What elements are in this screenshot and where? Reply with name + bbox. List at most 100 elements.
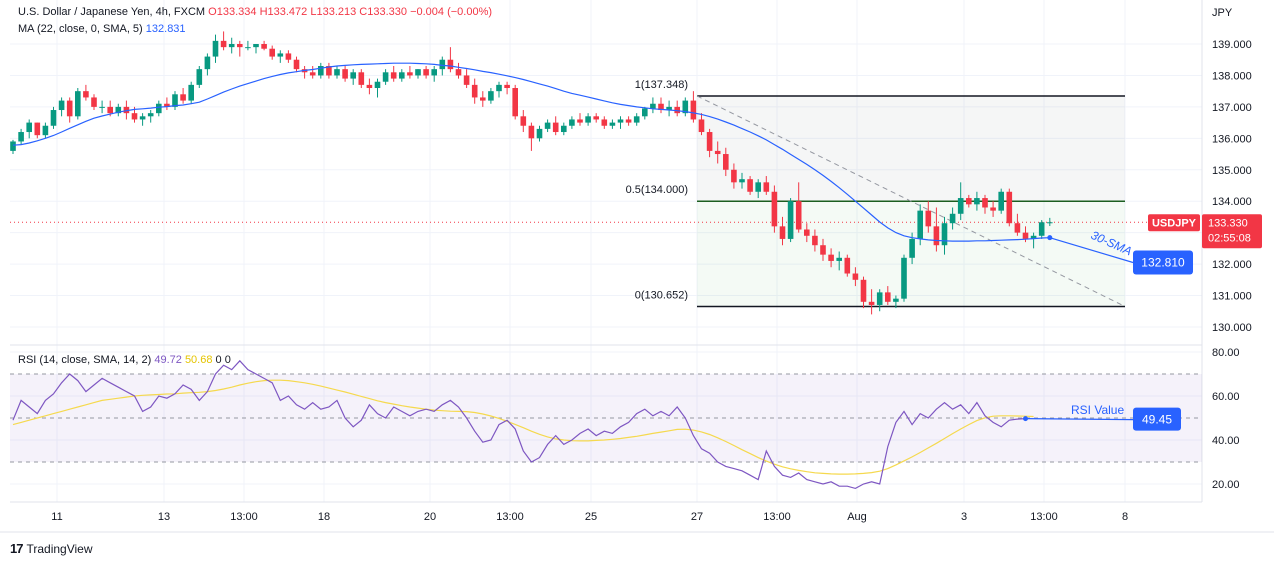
time-tick-label: 25 <box>585 511 597 523</box>
candle-body <box>625 119 632 123</box>
last-price-value: 133.330 <box>1208 217 1248 229</box>
candle <box>471 78 478 104</box>
candle <box>407 66 413 79</box>
candle <box>172 91 178 111</box>
candle-body <box>423 69 429 76</box>
candle-body <box>50 110 57 126</box>
time-tick-label: 27 <box>691 511 703 523</box>
candle <box>901 254 907 302</box>
time-tick-label: 8 <box>1122 511 1128 523</box>
candle-body <box>658 103 664 111</box>
price-tick-label: 138.000 <box>1212 70 1252 82</box>
candle <box>253 44 259 54</box>
time-tick-label: 13:00 <box>496 511 524 523</box>
rsi-legend-extra-2: 0 <box>224 354 231 366</box>
candle <box>779 216 786 246</box>
candle-body <box>561 125 567 133</box>
candle-body <box>253 44 259 48</box>
candle <box>593 113 599 123</box>
candle <box>601 116 608 129</box>
candle-body <box>66 100 73 117</box>
candle-body <box>812 235 818 246</box>
footer: 17 TradingView <box>10 541 93 556</box>
time-tick-label: 11 <box>51 511 62 523</box>
candle <box>261 40 267 51</box>
candle <box>828 248 834 268</box>
candle <box>139 113 146 126</box>
candle <box>326 62 332 79</box>
candle <box>277 50 284 63</box>
candle <box>974 191 980 211</box>
candle <box>682 97 689 117</box>
candle-body <box>318 66 324 76</box>
candle <box>747 176 753 195</box>
candle <box>885 286 891 305</box>
candle-body <box>115 106 122 114</box>
candle <box>698 113 705 136</box>
candle-body <box>180 94 186 101</box>
candle-body <box>496 84 502 92</box>
fibonacci-retracement[interactable]: 1(137.348) 0.5(134.000) 0(130.652) <box>626 79 1126 308</box>
candle-body <box>957 198 964 214</box>
candle-body <box>763 182 770 192</box>
candle <box>439 56 446 76</box>
candle <box>75 88 81 120</box>
ma-legend: MA (22, close, 0, SMA, 5) 132.831 <box>18 23 186 35</box>
ma-value-badge <box>1133 250 1193 275</box>
candle-body <box>885 292 891 302</box>
candle-body <box>1022 232 1029 239</box>
candle-body <box>852 273 859 280</box>
candle <box>212 34 219 63</box>
candle-body <box>828 254 834 261</box>
candle <box>204 53 211 76</box>
candle <box>350 69 356 85</box>
candle-body <box>463 75 470 85</box>
price-tick-label: 135.000 <box>1212 165 1252 177</box>
candle-body <box>220 40 227 48</box>
rsi-anchor-dot <box>1023 416 1028 422</box>
rsi-sma-legend-value: 50.68 <box>184 354 213 366</box>
candle <box>536 125 543 142</box>
candle-body <box>309 72 316 76</box>
candle <box>812 229 818 252</box>
rsi-pane[interactable]: RSI Value <box>10 359 1202 490</box>
ma-anchor-dot <box>1047 235 1053 241</box>
candle <box>925 201 932 233</box>
candle-body <box>990 207 996 211</box>
symbol-title: U.S. Dollar / Japanese Yen, 4h, FXCM <box>18 6 206 18</box>
candle-body <box>18 132 24 142</box>
candle-body <box>228 44 235 48</box>
candle-body <box>1030 235 1037 239</box>
ma-legend-value: 132.831 <box>145 23 186 35</box>
candle-body <box>399 72 405 79</box>
candle-body <box>642 108 648 117</box>
ma-projection-line <box>1049 237 1134 264</box>
candle-body <box>480 97 486 101</box>
candle-body <box>156 103 162 114</box>
rsi-tick-label: 60.00 <box>1212 391 1240 403</box>
candle-body <box>868 301 875 305</box>
candle-body <box>520 116 527 126</box>
candle-body <box>123 106 130 114</box>
fib-level-label: 0(130.652) <box>635 289 688 301</box>
candle <box>739 172 745 189</box>
rsi-tick-label: 20.00 <box>1212 479 1240 491</box>
price-pane[interactable]: 30-SMA <box>10 31 1202 315</box>
ma-legend-label: MA (22, close, 0, SMA, 5) <box>18 23 143 35</box>
candle-body <box>917 210 923 239</box>
candle <box>164 97 170 111</box>
candle-body <box>779 226 786 239</box>
candle <box>334 66 340 79</box>
candle <box>617 116 624 129</box>
candle-body <box>739 179 745 183</box>
candle-body <box>131 113 138 120</box>
rsi-tick-label: 80.00 <box>1212 347 1240 359</box>
candle <box>949 207 956 230</box>
candle <box>269 45 275 60</box>
time-tick-label: 13 <box>158 511 170 523</box>
candle <box>512 84 518 120</box>
candle <box>390 66 397 82</box>
candle <box>998 188 1004 214</box>
candle <box>650 97 656 114</box>
